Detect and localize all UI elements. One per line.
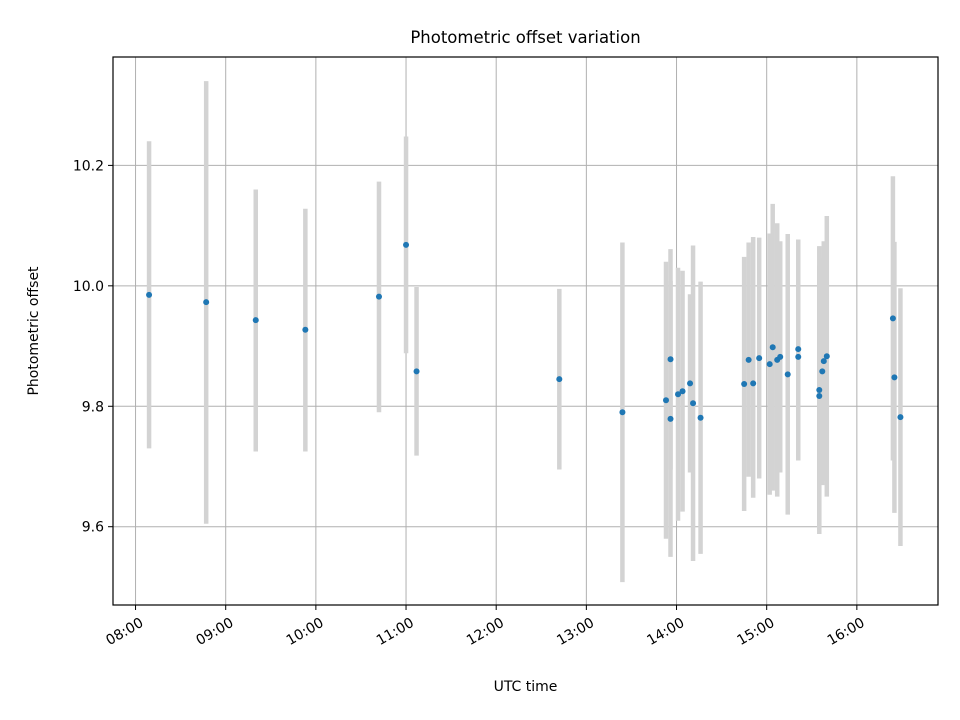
data-point [769,344,776,351]
data-point [667,356,674,363]
plot-area-frame [112,56,939,606]
y-axis-label: Photometric offset [26,266,42,396]
data-points [146,241,904,422]
data-point [667,415,674,422]
data-point [675,391,682,398]
data-point [795,346,802,353]
y-tick-label: 10.2 [73,158,104,174]
data-point [690,400,697,407]
data-point [203,299,210,306]
data-point [663,397,670,404]
data-point [745,356,752,363]
chart-title: Photometric offset variation [410,28,640,47]
data-point [697,414,704,421]
data-point [897,414,904,421]
data-point [375,293,382,300]
y-tick-label: 9.6 [82,520,104,536]
data-point [146,291,153,298]
data-point [556,376,563,383]
data-point [795,353,802,360]
y-tick-label: 9.8 [82,399,104,415]
data-point [413,368,420,375]
data-point [302,326,309,333]
data-point [891,374,898,381]
data-point [823,353,830,360]
data-point [819,368,826,375]
data-point [403,241,410,248]
data-point [756,355,763,362]
data-point [619,409,626,416]
data-point [679,388,686,395]
data-point [889,315,896,322]
y-axis-ticks: 9.6 9.8 10.0 10.2 [73,158,113,536]
y-tick-label: 10.0 [73,279,104,295]
data-point [750,380,757,387]
grid [113,57,938,605]
data-point [687,380,694,387]
data-point [777,353,784,360]
data-point [766,361,773,368]
data-point [820,358,827,365]
x-axis-label: UTC time [494,679,558,695]
data-point [252,317,259,324]
data-point [816,393,823,400]
data-point [741,380,748,387]
data-point [816,387,823,394]
data-point [784,371,791,378]
